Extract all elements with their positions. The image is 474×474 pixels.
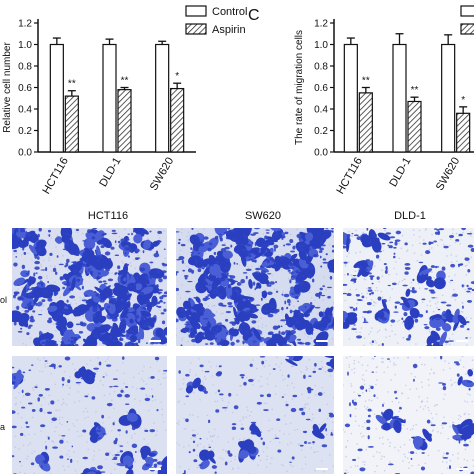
chart-cell-number: 0.0 0.2 0.4 0.6 0.8 1.0 1.2 Relative cell numbe… xyxy=(2,19,196,197)
significance-marker: * xyxy=(461,95,465,106)
x-tick-label: HCT116 xyxy=(40,156,70,197)
bar-control xyxy=(49,43,64,153)
column-header-hct116: HCT116 xyxy=(87,210,129,222)
significance-marker: * xyxy=(175,71,179,82)
legend-label: Control xyxy=(212,6,247,18)
scale-bar xyxy=(149,340,161,342)
legend-partial xyxy=(460,5,474,35)
y-tick-label: 0.2 xyxy=(314,126,328,137)
micrograph-hct116-control xyxy=(12,228,167,346)
bar-control xyxy=(441,43,456,153)
x-tick-label: SW620 xyxy=(148,156,176,193)
micrograph-hct116-aspirin xyxy=(12,356,167,474)
significance-marker: ** xyxy=(411,85,419,96)
legend-label: Aspirin xyxy=(212,24,246,36)
chart-migration-rate: 0.0 0.2 0.4 0.6 0.8 1.0 1.2 The rate of migrati… xyxy=(294,19,474,197)
column-header-sw620: SW620 xyxy=(244,210,282,222)
bar-charts: 0.0 0.2 0.4 0.6 0.8 1.0 1.2 Relative cell numbe… xyxy=(2,5,474,197)
y-tick-label: 0.8 xyxy=(18,62,32,73)
y-tick-label: 0.6 xyxy=(314,83,328,94)
y-tick-label: 0.0 xyxy=(18,148,32,159)
legend: Control Aspirin xyxy=(185,5,247,36)
y-tick-label: 1.0 xyxy=(314,40,328,51)
stained-cells-image xyxy=(12,228,167,346)
bar-control xyxy=(392,43,407,153)
bar-aspirin xyxy=(407,100,422,153)
bar-aspirin xyxy=(358,92,373,153)
y-tick-label: 0.6 xyxy=(18,83,32,94)
cell-cluster-layer xyxy=(12,356,167,474)
scale-bar xyxy=(149,468,161,470)
row-label-aspirin: a xyxy=(0,422,6,432)
bar-aspirin xyxy=(456,112,471,153)
significance-marker: ** xyxy=(362,76,370,87)
significance-marker: ** xyxy=(121,76,129,87)
significance-marker: ** xyxy=(68,79,76,90)
cell-cluster-layer xyxy=(12,228,167,346)
y-tick-label: 1.0 xyxy=(18,40,32,51)
y-axis-label: Relative cell number xyxy=(2,42,13,133)
y-tick-label: 1.2 xyxy=(314,19,328,30)
x-tick-label: DLD-1 xyxy=(387,156,413,190)
y-tick-label: 0.4 xyxy=(18,105,32,116)
micrograph-sw620-control xyxy=(176,228,334,346)
panel-letter-c: C xyxy=(248,7,260,24)
micrograph-background xyxy=(343,356,474,474)
stained-cells-image xyxy=(176,356,334,474)
bar-aspirin xyxy=(117,89,132,153)
legend-swatch-aspirin xyxy=(460,23,474,35)
micrograph-dld1-aspirin xyxy=(343,356,474,474)
x-tick-label: DLD-1 xyxy=(97,156,123,190)
legend-swatch-aspirin xyxy=(185,23,207,35)
legend-swatch-control xyxy=(185,5,207,17)
bar-aspirin xyxy=(170,87,185,153)
y-tick-label: 0.2 xyxy=(18,126,32,137)
cell-cluster-layer xyxy=(343,356,474,474)
y-axis-label: The rate of migration cells xyxy=(294,30,305,145)
y-tick-label: 0.8 xyxy=(314,62,328,73)
y-tick-label: 0.4 xyxy=(314,105,328,116)
scale-bar xyxy=(456,340,468,342)
legend-swatch-control xyxy=(460,5,474,17)
x-tick-label: SW620 xyxy=(434,156,462,193)
bar-aspirin xyxy=(64,95,79,153)
stained-cells-image xyxy=(176,228,334,346)
cell-cluster-layer xyxy=(176,228,334,346)
stained-cells-image xyxy=(343,228,474,346)
bar-control xyxy=(343,43,358,153)
scale-bar xyxy=(456,468,468,470)
y-tick-label: 0.0 xyxy=(314,148,328,159)
bar-control xyxy=(155,43,170,153)
cell-cluster-layer xyxy=(343,228,474,346)
micrograph-dld1-control xyxy=(343,228,474,346)
column-header-dld1: DLD-1 xyxy=(394,210,426,222)
y-tick-label: 1.2 xyxy=(18,19,32,30)
row-label-control: ol xyxy=(0,295,8,305)
bar-control xyxy=(102,43,117,153)
stained-cells-image xyxy=(343,356,474,474)
stained-cells-image xyxy=(12,356,167,474)
scale-bar xyxy=(316,340,328,342)
scale-bar xyxy=(316,468,328,470)
x-tick-label: HCT116 xyxy=(334,156,364,197)
micrograph-sw620-aspirin xyxy=(176,356,334,474)
cell-cluster-layer xyxy=(176,356,334,474)
